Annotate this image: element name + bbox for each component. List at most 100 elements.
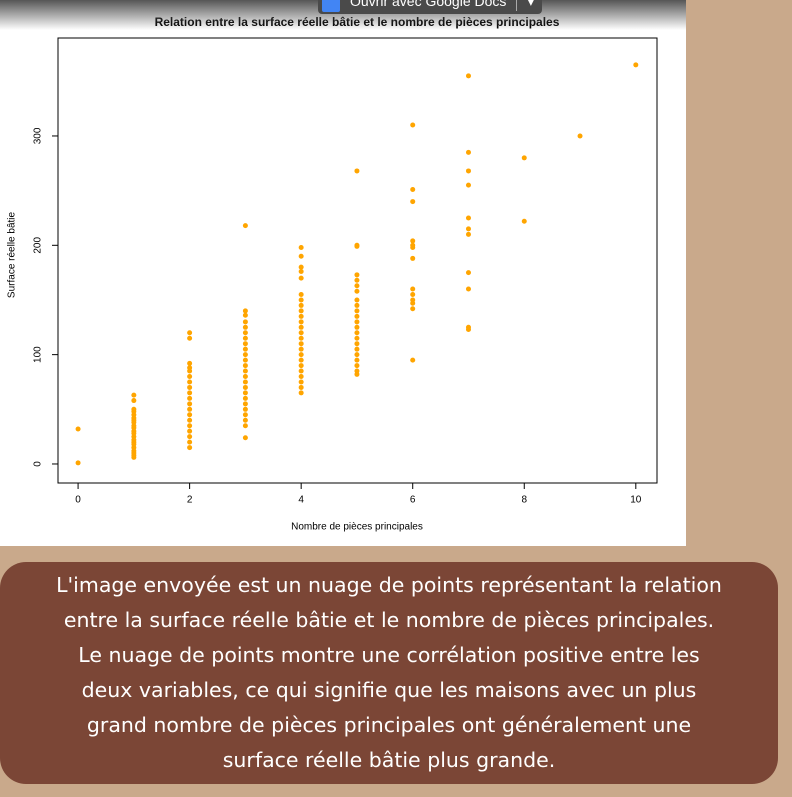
point bbox=[242, 352, 248, 358]
caption: L'image envoyée est un nuage de points r… bbox=[0, 562, 778, 784]
point bbox=[410, 286, 416, 292]
point bbox=[242, 435, 248, 441]
point bbox=[187, 384, 193, 390]
x-tick-label: 0 bbox=[75, 495, 81, 506]
point bbox=[465, 182, 471, 188]
point bbox=[242, 401, 248, 407]
point bbox=[354, 335, 360, 341]
docs-icon bbox=[322, 0, 340, 12]
point bbox=[354, 243, 360, 249]
point bbox=[242, 363, 248, 369]
point bbox=[354, 330, 360, 336]
point bbox=[465, 226, 471, 232]
point bbox=[465, 168, 471, 174]
point bbox=[298, 313, 304, 319]
caption-line: surface réelle bâtie plus grande. bbox=[222, 748, 556, 772]
point bbox=[410, 122, 416, 128]
x-tick-label: 10 bbox=[630, 495, 642, 506]
point bbox=[465, 326, 471, 332]
point bbox=[242, 395, 248, 401]
point bbox=[242, 330, 248, 336]
point bbox=[410, 244, 416, 250]
point bbox=[298, 384, 304, 390]
point bbox=[354, 308, 360, 314]
point bbox=[298, 319, 304, 325]
point bbox=[354, 277, 360, 283]
point bbox=[298, 379, 304, 385]
point bbox=[187, 423, 193, 429]
point bbox=[187, 330, 193, 336]
point bbox=[242, 379, 248, 385]
point bbox=[410, 306, 416, 312]
caption-line: entre la surface réelle bâtie et le nomb… bbox=[63, 608, 715, 632]
point bbox=[242, 417, 248, 423]
point bbox=[354, 302, 360, 308]
point bbox=[465, 215, 471, 221]
point bbox=[242, 406, 248, 412]
point bbox=[242, 357, 248, 363]
point bbox=[354, 371, 360, 377]
point bbox=[354, 272, 360, 278]
point bbox=[354, 352, 360, 358]
point bbox=[242, 423, 248, 429]
point bbox=[354, 324, 360, 330]
caption-line: grand nombre de pièces principales ont g… bbox=[86, 713, 692, 737]
point bbox=[465, 231, 471, 237]
point bbox=[521, 155, 527, 161]
point bbox=[298, 368, 304, 374]
separator bbox=[516, 0, 518, 11]
point bbox=[75, 426, 81, 432]
point bbox=[187, 434, 193, 440]
button-label: Ouvrir avec Google Docs bbox=[350, 0, 507, 9]
point bbox=[242, 223, 248, 229]
point bbox=[354, 313, 360, 319]
point bbox=[298, 269, 304, 275]
point bbox=[187, 335, 193, 341]
point bbox=[242, 324, 248, 330]
point bbox=[187, 395, 193, 401]
point bbox=[242, 312, 248, 318]
point bbox=[242, 308, 248, 314]
point bbox=[298, 363, 304, 369]
x-tick-label: 8 bbox=[521, 495, 527, 506]
point bbox=[242, 390, 248, 396]
y-tick-label: 100 bbox=[33, 346, 44, 363]
point bbox=[187, 360, 193, 366]
point bbox=[410, 300, 416, 306]
y-axis-label: Surface réelle bâtie bbox=[7, 211, 18, 298]
point bbox=[187, 417, 193, 423]
point bbox=[354, 363, 360, 369]
point bbox=[410, 255, 416, 261]
point bbox=[187, 401, 193, 407]
point bbox=[465, 270, 471, 276]
point bbox=[298, 292, 304, 298]
point bbox=[354, 283, 360, 289]
point bbox=[354, 297, 360, 303]
point bbox=[242, 368, 248, 374]
point bbox=[242, 341, 248, 347]
y-tick-label: 0 bbox=[33, 461, 44, 467]
caption-line: L'image envoyée est un nuage de points r… bbox=[56, 573, 722, 597]
image-panel: Relation entre la surface réelle bâtie e… bbox=[0, 0, 686, 546]
point bbox=[131, 398, 137, 404]
point bbox=[187, 379, 193, 385]
point bbox=[354, 346, 360, 352]
point bbox=[242, 412, 248, 418]
point bbox=[242, 384, 248, 390]
plot-frame bbox=[57, 37, 658, 484]
point bbox=[187, 390, 193, 396]
point bbox=[187, 428, 193, 434]
point bbox=[465, 286, 471, 292]
point bbox=[298, 297, 304, 303]
point bbox=[465, 149, 471, 155]
point bbox=[410, 357, 416, 363]
open-with-button[interactable]: Ouvrir avec Google Docs ▾ bbox=[318, 0, 543, 14]
point bbox=[187, 412, 193, 418]
point bbox=[298, 341, 304, 347]
point bbox=[633, 62, 639, 68]
dropdown-arrow[interactable]: ▾ bbox=[527, 0, 535, 9]
point bbox=[298, 275, 304, 281]
x-tick-label: 6 bbox=[410, 495, 416, 506]
point bbox=[465, 73, 471, 79]
